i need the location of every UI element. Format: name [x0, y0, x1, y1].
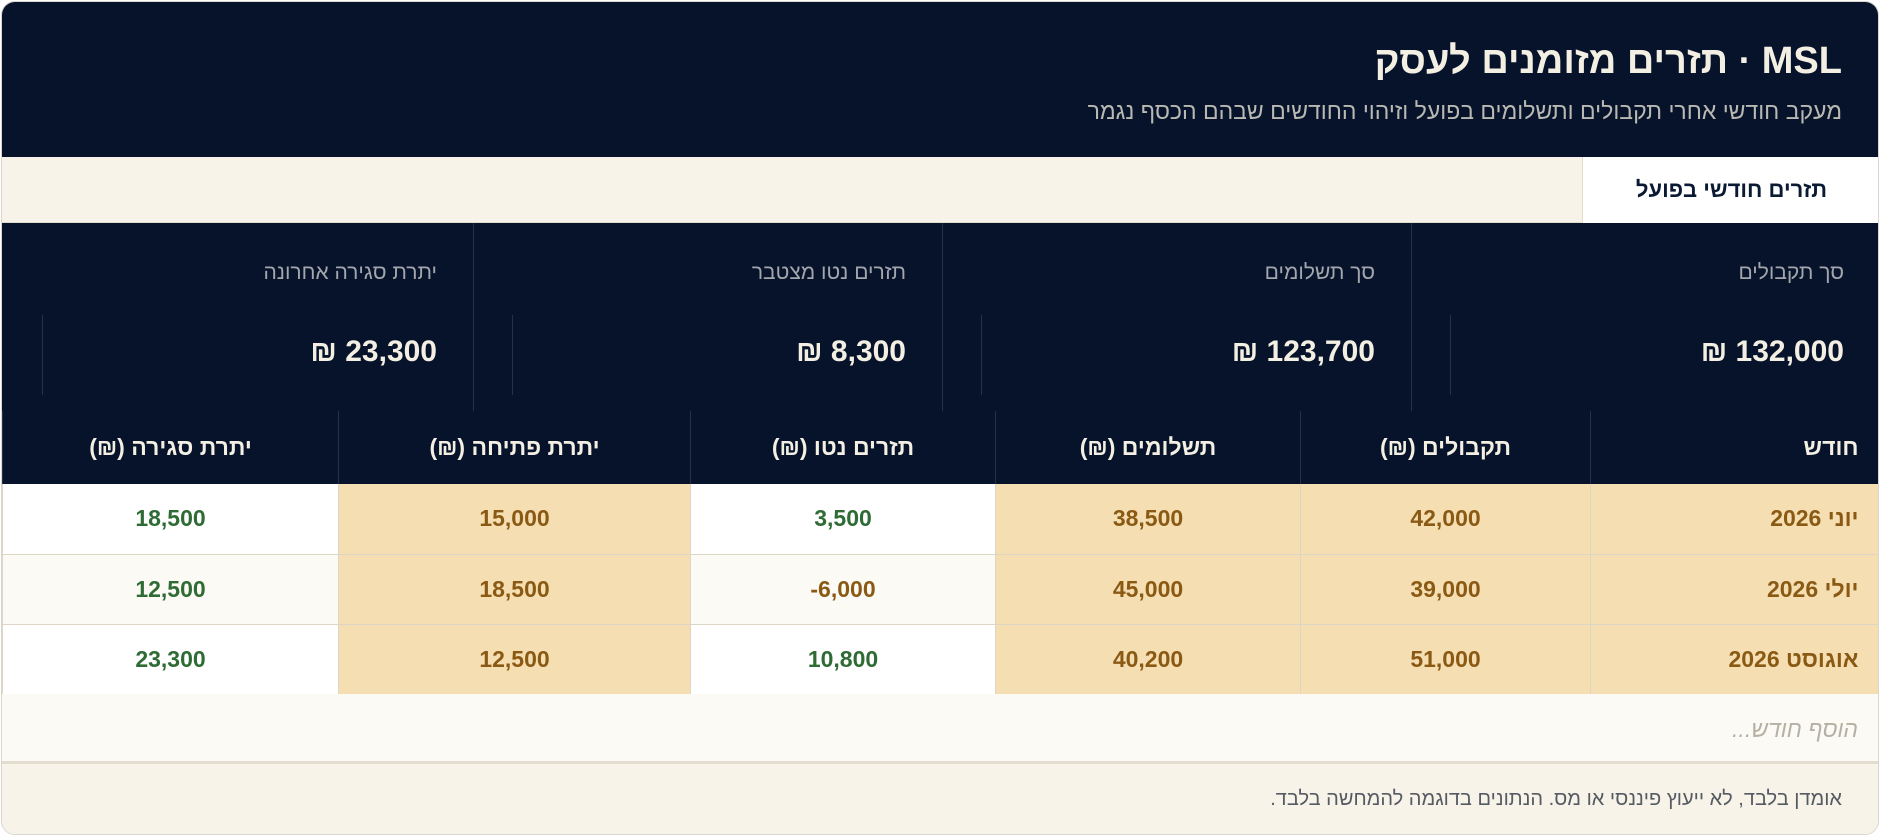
- cell-opening[interactable]: 18,500: [338, 554, 691, 625]
- table-row: אוגוסט 2026 51,000 40,200 10,800 12,500 …: [2, 624, 1878, 695]
- page-header: MSL · תזרים מזומנים לעסק מעקב חודשי אחרי…: [2, 2, 1878, 157]
- stat-last-closing: יתרת סגירה אחרונה 23,300 ₪: [4, 223, 473, 411]
- page-subtitle: מעקב חודשי אחרי תקבולים ותשלומים בפועל ו…: [1087, 98, 1842, 124]
- stat-divider: [42, 315, 43, 395]
- cell-receipts[interactable]: 51,000: [1300, 624, 1591, 695]
- cell-net: -6,000: [690, 554, 996, 625]
- cell-closing: 12,500: [2, 554, 339, 625]
- tab-monthly-actual[interactable]: תזרים חודשי בפועל: [1582, 157, 1878, 223]
- cell-opening[interactable]: 12,500: [338, 624, 691, 695]
- cell-payments[interactable]: 45,000: [995, 554, 1301, 625]
- stat-divider: [512, 315, 513, 395]
- cell-net: 10,800: [690, 624, 996, 695]
- column-header-month: חודש: [1590, 411, 1878, 484]
- add-month-input[interactable]: [1258, 712, 1858, 746]
- cell-payments[interactable]: 40,200: [995, 624, 1301, 695]
- table-row: יולי 2026 39,000 45,000 -6,000 18,500 12…: [2, 554, 1878, 625]
- column-header-opening: יתרת פתיחה (₪): [338, 411, 691, 484]
- stat-value: 23,300 ₪: [310, 335, 437, 368]
- cell-receipts[interactable]: 39,000: [1300, 554, 1591, 625]
- stat-value: 132,000 ₪: [1700, 335, 1844, 368]
- stat-value: 8,300 ₪: [796, 335, 906, 368]
- cell-closing: 23,300: [2, 624, 339, 695]
- cell-closing: 18,500: [2, 484, 339, 555]
- cashflow-table: חודש תקבולים (₪) תשלומים (₪) תזרים נטו (…: [2, 411, 1878, 695]
- table-row: יוני 2026 42,000 38,500 3,500 15,000 18,…: [2, 484, 1878, 555]
- cell-month[interactable]: אוגוסט 2026: [1590, 624, 1878, 695]
- cell-receipts[interactable]: 42,000: [1300, 484, 1591, 555]
- stat-divider: [1450, 315, 1451, 395]
- page-title: MSL · תזרים מזומנים לעסק: [1374, 40, 1842, 82]
- add-month-row: [2, 694, 1878, 764]
- cell-month[interactable]: יולי 2026: [1590, 554, 1878, 625]
- net-value: -6,000: [810, 575, 876, 602]
- stat-label: תזרים נטו מצטבר: [751, 261, 906, 284]
- stat-label: יתרת סגירה אחרונה: [263, 261, 438, 284]
- stat-label: סך תשלומים: [1264, 261, 1375, 284]
- cell-net: 3,500: [690, 484, 996, 555]
- cell-month[interactable]: יוני 2026: [1590, 484, 1878, 555]
- stat-total-receipts: סך תקבולים 132,000 ₪: [1411, 223, 1878, 411]
- column-header-closing: יתרת סגירה (₪): [2, 411, 339, 484]
- stat-label: סך תקבולים: [1738, 261, 1844, 284]
- summary-panel: סך תקבולים 132,000 ₪ סך תשלומים 123,700 …: [2, 223, 1878, 411]
- stat-total-payments: סך תשלומים 123,700 ₪: [942, 223, 1411, 411]
- stat-value: 123,700 ₪: [1231, 335, 1375, 368]
- tab-bar: תזרים חודשי בפועל: [2, 157, 1878, 223]
- column-header-net: תזרים נטו (₪): [690, 411, 996, 484]
- disclaimer-text: אומדן בלבד, לא ייעוץ פיננסי או מס. הנתונ…: [1270, 788, 1842, 810]
- table-header-row: חודש תקבולים (₪) תשלומים (₪) תזרים נטו (…: [2, 411, 1878, 484]
- column-header-payments: תשלומים (₪): [995, 411, 1301, 484]
- cell-payments[interactable]: 38,500: [995, 484, 1301, 555]
- column-header-receipts: תקבולים (₪): [1300, 411, 1591, 484]
- stat-divider: [981, 315, 982, 395]
- footer: אומדן בלבד, לא ייעוץ פיננסי או מס. הנתונ…: [2, 764, 1878, 834]
- stat-cumulative-net: תזרים נטו מצטבר 8,300 ₪: [473, 223, 942, 411]
- cell-opening[interactable]: 15,000: [338, 484, 691, 555]
